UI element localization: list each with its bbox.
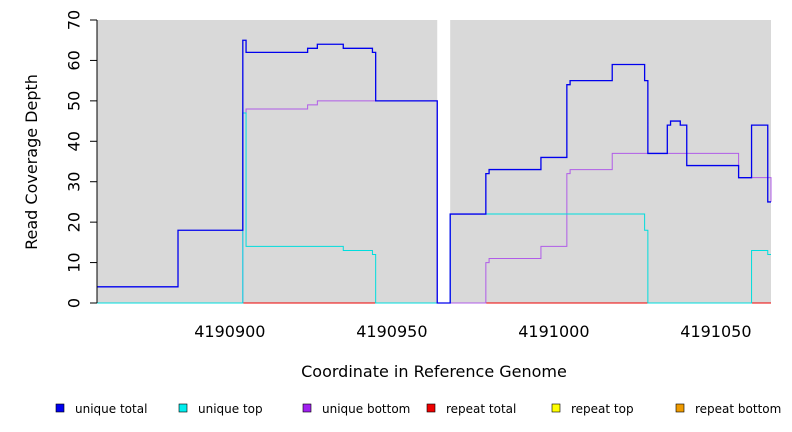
legend-swatch [675, 403, 685, 413]
x-tick-label: 4190950 [356, 322, 427, 341]
shaded-region-1 [450, 20, 771, 303]
series-unique-total [97, 39, 771, 304]
legend-label: repeat bottom [695, 402, 781, 416]
legend-label: unique bottom [322, 402, 410, 416]
legend: unique total unique top unique bottom repea… [55, 402, 781, 416]
legend-swatch [426, 403, 436, 413]
legend-item-repeat-top: repeat top [551, 402, 634, 416]
x-axis-title: Coordinate in Reference Genome [301, 362, 567, 381]
y-tick-label: 40 [65, 131, 84, 151]
x-tick-label: 4190900 [194, 322, 265, 341]
legend-swatch [55, 403, 65, 413]
shaded-region-0 [97, 20, 438, 303]
y-axis-title: Read Coverage Depth [22, 74, 41, 250]
legend-label: unique top [198, 402, 263, 416]
legend-swatch [178, 403, 188, 413]
y-tick-label: 70 [65, 10, 84, 30]
legend-item-repeat-total: repeat total [426, 402, 516, 416]
y-tick-label: 30 [65, 172, 84, 192]
legend-swatch [302, 403, 312, 413]
legend-item-unique-top: unique top [178, 402, 263, 416]
y-tick-label: 0 [65, 298, 84, 308]
x-tick-label: 4191050 [680, 322, 751, 341]
x-tick-label: 4191000 [518, 322, 589, 341]
legend-swatch [551, 403, 561, 413]
legend-item-unique-total: unique total [55, 402, 147, 416]
legend-label: unique total [75, 402, 147, 416]
ticks: 0 10 20 30 40 50 60 70 4190900 4190950 4191000 4191… [65, 10, 752, 341]
legend-item-repeat-bottom: repeat bottom [675, 402, 781, 416]
y-tick-label: 20 [65, 212, 84, 232]
legend-label: repeat total [446, 402, 516, 416]
legend-label: repeat top [571, 402, 634, 416]
series-layer [97, 39, 772, 304]
y-tick-label: 60 [65, 50, 84, 70]
y-tick-label: 10 [65, 252, 84, 272]
series-unique-bottom [97, 100, 772, 304]
axes [96, 20, 98, 303]
plot-background [97, 20, 771, 303]
legend-item-unique-bottom: unique bottom [302, 402, 410, 416]
y-tick-label: 50 [65, 91, 84, 111]
